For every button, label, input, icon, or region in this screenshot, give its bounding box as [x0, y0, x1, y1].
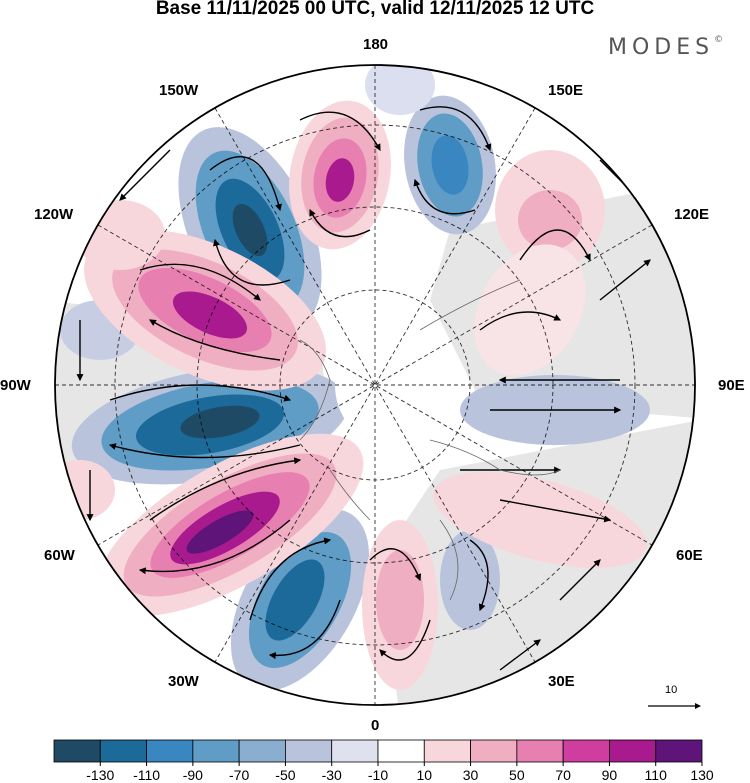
- colorbar-tick-label: -10: [367, 767, 389, 783]
- lon-label-120e: 120E: [674, 206, 710, 223]
- colorbar-swatch: [285, 739, 333, 763]
- colorbar-tick-label: 30: [462, 767, 479, 783]
- colorbar-swatch: [655, 739, 703, 763]
- lon-label-120w: 120W: [34, 206, 74, 223]
- colorbar-tick-label: 110: [644, 767, 667, 783]
- vector-reference-label: 10: [665, 684, 678, 696]
- map-border: [54, 64, 696, 706]
- lon-label-150e: 150E: [548, 82, 584, 99]
- lon-label-90w: 90W: [0, 377, 31, 394]
- colorbar: [53, 739, 703, 766]
- colorbar-swatch: [562, 739, 610, 763]
- anomaly-field: [55, 65, 695, 705]
- colorbar-swatch: [331, 739, 379, 763]
- colorbar-swatch: [470, 739, 518, 763]
- colorbar-swatch: [146, 739, 194, 763]
- colorbar-swatch: [192, 739, 240, 763]
- colorbar-tick-label: -110: [133, 767, 161, 783]
- lon-label-60e: 60E: [676, 547, 703, 564]
- colorbar-swatch: [423, 739, 471, 763]
- colorbar-tick-label: 130: [690, 767, 714, 783]
- colorbar-tick-label: 90: [601, 767, 618, 783]
- coastlines: [299, 279, 561, 601]
- lon-label-30e: 30E: [548, 673, 575, 690]
- colorbar-swatch: [377, 739, 425, 763]
- map-title: Base 11/11/2025 00 UTC, valid 12/11/2025…: [155, 0, 595, 19]
- colorbar-tick-label: -70: [229, 767, 250, 783]
- graticule: [55, 65, 695, 705]
- high-anomaly: [474, 244, 586, 376]
- colorbar-tick-label: -130: [86, 767, 115, 783]
- colorbar-tick-label: 50: [509, 767, 525, 783]
- colorbar-tick-label: -30: [321, 767, 342, 783]
- colorbar-tick-label: 10: [416, 767, 433, 783]
- lon-label-150w: 150W: [159, 82, 199, 99]
- high-anomaly: [433, 472, 647, 568]
- lon-label-0: 0: [371, 717, 380, 734]
- colorbar-tick-label: -90: [182, 767, 203, 783]
- lon-label-30w: 30W: [168, 673, 199, 690]
- lon-label-60w: 60W: [44, 547, 75, 564]
- colorbar-tick-label: -50: [275, 767, 296, 783]
- high-anomaly: [75, 200, 165, 270]
- colorbar-swatch: [238, 739, 286, 763]
- colorbar-swatch: [53, 739, 101, 763]
- low-anomaly: [365, 65, 435, 115]
- colorbar-swatch: [99, 739, 147, 763]
- lon-label-90e: 90E: [718, 377, 745, 394]
- modes-logo: MODES©: [608, 35, 724, 60]
- lon-label-180: 180: [363, 36, 389, 53]
- colorbar-tick-label: 70: [555, 767, 571, 783]
- colorbar-swatch: [516, 739, 564, 763]
- colorbar-swatch: [609, 739, 657, 763]
